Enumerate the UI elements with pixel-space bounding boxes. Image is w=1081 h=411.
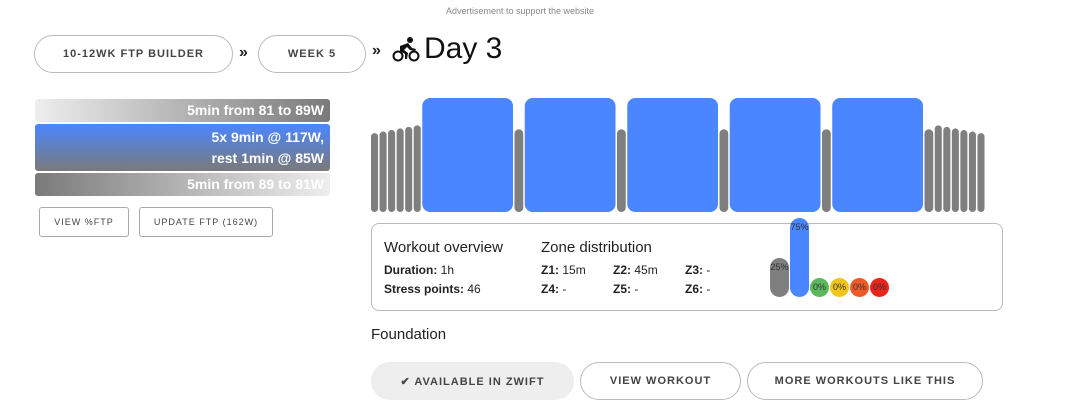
rest-bar bbox=[719, 129, 729, 212]
zone-item: Z1: 15m bbox=[541, 263, 586, 277]
stress-label: Stress points: bbox=[384, 282, 465, 296]
rest-bar bbox=[924, 129, 934, 212]
segment-interval-line1: 5x 9min @ 117W, bbox=[211, 129, 325, 145]
interval-bar bbox=[729, 98, 821, 212]
segment-cooldown: 5min from 89 to 81W bbox=[35, 173, 330, 196]
warmup-bar bbox=[388, 129, 396, 212]
category-label: Foundation bbox=[371, 326, 447, 343]
stress-value: 46 bbox=[467, 282, 481, 296]
zone-label: Z5: bbox=[613, 282, 631, 296]
cooldown-bar bbox=[960, 129, 968, 212]
duration-label: Duration: bbox=[384, 263, 438, 277]
overview-title: Workout overview bbox=[384, 239, 503, 256]
zone-label: Z2: bbox=[613, 263, 631, 277]
zone-bar: 0% bbox=[870, 278, 889, 297]
zone-item: Z3: - bbox=[685, 263, 710, 277]
zone-title: Zone distribution bbox=[541, 239, 652, 256]
zone-value: 45m bbox=[634, 263, 658, 277]
breadcrumb-separator: » bbox=[372, 42, 381, 59]
interval-bar bbox=[422, 98, 513, 212]
breadcrumb-separator: » bbox=[239, 44, 248, 61]
cyclist-icon bbox=[392, 37, 420, 62]
view-workout-button[interactable]: VIEW WORKOUT bbox=[580, 362, 741, 400]
stress-row: Stress points: 46 bbox=[384, 282, 481, 296]
zone-label: Z3: bbox=[685, 263, 703, 277]
breadcrumb-week-button[interactable]: WEEK 5 bbox=[258, 35, 366, 73]
cooldown-bar bbox=[934, 125, 942, 212]
cooldown-bar bbox=[943, 126, 951, 212]
zone-bar: 0% bbox=[810, 278, 829, 297]
zone-bar: 25% bbox=[770, 258, 789, 297]
interval-bar bbox=[627, 98, 718, 212]
zone-bar: 75% bbox=[790, 218, 809, 297]
warmup-bar bbox=[405, 126, 413, 212]
view-ftp-button[interactable]: VIEW %FTP bbox=[39, 207, 129, 237]
interval-bar bbox=[524, 98, 616, 212]
workout-summary-card: Workout overview Duration: 1h Stress poi… bbox=[371, 218, 1003, 311]
cooldown-bar bbox=[951, 128, 959, 212]
zone-label: Z4: bbox=[541, 282, 559, 296]
segment-warmup: 5min from 81 to 89W bbox=[35, 99, 330, 122]
zone-label: Z1: bbox=[541, 263, 559, 277]
breadcrumb-plan-button[interactable]: 10-12WK FTP BUILDER bbox=[34, 35, 233, 73]
duration-row: Duration: 1h bbox=[384, 263, 454, 277]
zone-value: 15m bbox=[562, 263, 586, 277]
cooldown-bar bbox=[968, 131, 976, 212]
zone-bar: 0% bbox=[830, 278, 849, 297]
zone-item: Z4: - bbox=[541, 282, 566, 296]
zone-item: Z5: - bbox=[613, 282, 638, 296]
update-ftp-button[interactable]: UPDATE FTP (162W) bbox=[139, 207, 273, 237]
zone-label: Z6: bbox=[685, 282, 703, 296]
duration-value: 1h bbox=[440, 263, 455, 277]
segment-interval: 5x 9min @ 117W, rest 1min @ 85W bbox=[35, 124, 330, 171]
rest-bar bbox=[822, 129, 831, 212]
segment-interval-line2: rest 1min @ 85W bbox=[211, 150, 324, 166]
zone-value: - bbox=[562, 282, 567, 296]
page-title: Day 3 bbox=[392, 32, 502, 66]
interval-bar bbox=[832, 98, 923, 212]
day-label: Day 3 bbox=[424, 32, 503, 65]
zone-value: - bbox=[634, 282, 639, 296]
warmup-bar bbox=[379, 131, 387, 212]
warmup-bar bbox=[413, 125, 421, 212]
zone-bar: 0% bbox=[850, 278, 869, 297]
zone-item: Z6: - bbox=[685, 282, 710, 296]
rest-bar bbox=[514, 129, 524, 212]
zone-value: - bbox=[706, 282, 711, 296]
more-workouts-button[interactable]: MORE WORKOUTS LIKE THIS bbox=[747, 362, 983, 400]
warmup-bar bbox=[396, 128, 404, 212]
zone-item: Z2: 45m bbox=[613, 263, 658, 277]
available-in-zwift-button[interactable]: ✔ AVAILABLE IN ZWIFT bbox=[371, 362, 574, 400]
cooldown-bar bbox=[977, 133, 985, 212]
workout-chart bbox=[371, 98, 985, 212]
advertisement-label: Advertisement to support the website bbox=[445, 6, 595, 16]
zone-value: - bbox=[706, 263, 711, 277]
rest-bar bbox=[617, 129, 626, 212]
warmup-bar bbox=[371, 133, 379, 212]
